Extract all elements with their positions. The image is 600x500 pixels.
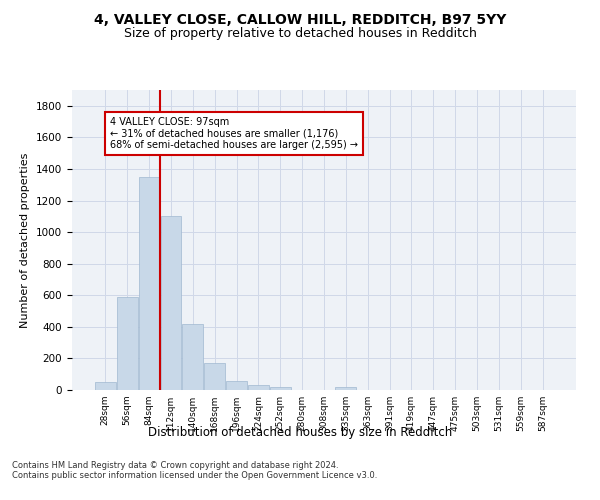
Bar xyxy=(335,387,356,390)
Text: Contains HM Land Registry data © Crown copyright and database right 2024.
Contai: Contains HM Land Registry data © Crown c… xyxy=(12,460,377,480)
Bar xyxy=(95,382,116,390)
Text: Distribution of detached houses by size in Redditch: Distribution of detached houses by size … xyxy=(148,426,452,439)
Bar xyxy=(161,216,181,390)
Bar xyxy=(226,382,247,390)
Bar xyxy=(117,297,137,390)
Bar xyxy=(270,387,290,390)
Bar xyxy=(248,386,269,390)
Text: 4 VALLEY CLOSE: 97sqm
← 31% of detached houses are smaller (1,176)
68% of semi-d: 4 VALLEY CLOSE: 97sqm ← 31% of detached … xyxy=(110,117,358,150)
Bar xyxy=(182,324,203,390)
Bar xyxy=(139,177,160,390)
Text: Size of property relative to detached houses in Redditch: Size of property relative to detached ho… xyxy=(124,28,476,40)
Bar xyxy=(204,363,225,390)
Text: 4, VALLEY CLOSE, CALLOW HILL, REDDITCH, B97 5YY: 4, VALLEY CLOSE, CALLOW HILL, REDDITCH, … xyxy=(94,12,506,26)
Y-axis label: Number of detached properties: Number of detached properties xyxy=(20,152,31,328)
